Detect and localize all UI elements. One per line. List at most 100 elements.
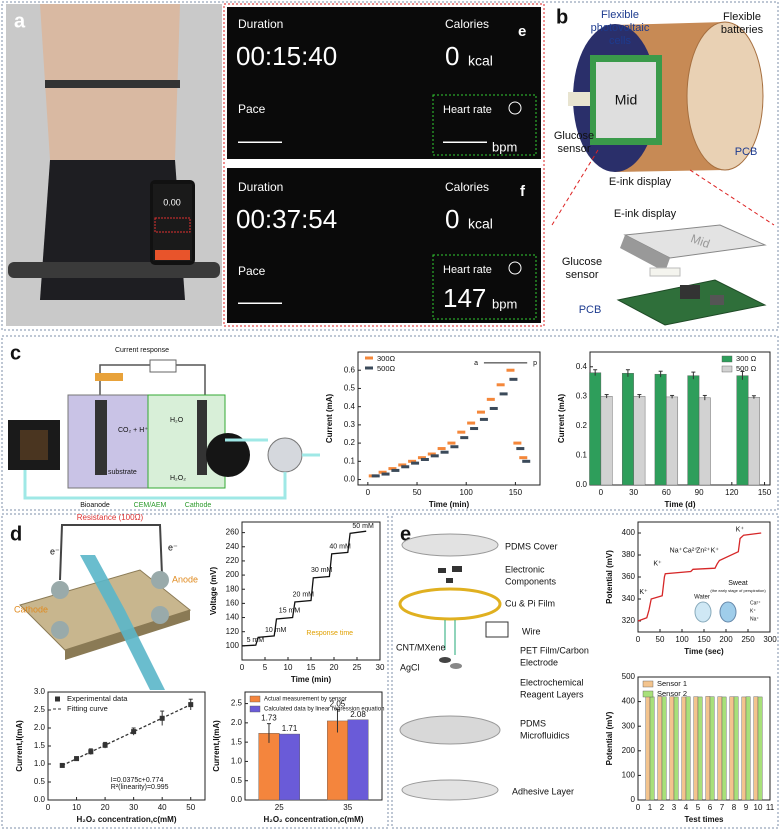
y-tick-label: 400 [622, 697, 636, 706]
y-tick-label: 200 [622, 746, 636, 755]
annotation: 30 mM [311, 567, 333, 574]
annotation: Na⁺ [670, 547, 683, 554]
panel-frames-part [1, 335, 779, 511]
plot-frame [637, 676, 771, 801]
x-tick-label: 0 [240, 663, 245, 672]
device-diagram-part [551, 149, 599, 226]
annotation: 50 mM [352, 523, 374, 530]
annotation: Anode [172, 574, 198, 584]
point [420, 457, 429, 461]
bar [745, 696, 751, 801]
device-diagram: b Mid Flexible photovoltaic cells Flexib… [551, 6, 775, 326]
annotation: e⁻ [168, 542, 178, 552]
point [437, 447, 446, 451]
legend-label: Sensor 1 [657, 679, 687, 688]
point [479, 417, 488, 421]
x-axis-label: H₂O₂ concentration,c(mM) [263, 815, 363, 824]
x-tick-label: 9 [744, 803, 749, 812]
device-diagram-part [686, 21, 764, 171]
y-tick-label: 400 [622, 528, 636, 537]
y-tick-label: 300 [622, 721, 636, 730]
x-tick-label: 4 [684, 803, 689, 812]
y-tick-label: 3.0 [34, 687, 46, 696]
bar [753, 696, 759, 801]
legend-label: 500Ω [377, 364, 396, 373]
x-tick-label: 250 [741, 635, 755, 644]
line [61, 704, 192, 767]
patch-layers-part [401, 779, 499, 801]
patch-layers-part [446, 578, 453, 583]
sensor-device-diagram-part [59, 524, 163, 581]
sensor-device-diagram-part [151, 571, 169, 589]
y-tick-label: 0.0 [34, 795, 46, 804]
point [489, 406, 498, 410]
layer-label: Reagent Layers [520, 689, 584, 699]
screens-part [432, 94, 537, 156]
annotation: PCB [579, 304, 602, 316]
unit: bpm [492, 139, 517, 154]
y-tick-label: 0.4 [344, 402, 356, 411]
x-tick-label: 200 [719, 635, 733, 644]
point [447, 441, 456, 445]
annotation: sensor [565, 269, 598, 281]
unit: kcal [468, 216, 493, 232]
duration: 00:37:54 [236, 204, 337, 234]
annotation: I=0.0375c+0.774 [111, 777, 164, 784]
x-tick-label: 30 [129, 803, 138, 812]
annotation: Zn²⁺ [696, 547, 711, 554]
annotation: cells [609, 35, 632, 47]
annotation: H₂O [170, 417, 184, 424]
screens-part [227, 7, 541, 159]
bar [697, 696, 703, 801]
bar [649, 696, 655, 801]
x-tick-label: 8 [732, 803, 737, 812]
y-tick-label: 0.5 [344, 384, 356, 393]
label: Duration [238, 180, 283, 194]
panel-label: d [10, 523, 22, 545]
legend-label: Calculated data by linear regression equ… [264, 707, 384, 713]
layer-label: AgCl [400, 662, 420, 672]
layer-label: PET Film/Carbon [520, 645, 589, 655]
point [519, 456, 528, 460]
bar [687, 375, 700, 486]
annotation: Bioanode [80, 502, 110, 509]
fuel-cell-diagram-part [23, 438, 320, 500]
point [408, 459, 417, 463]
y-tick-label: 380 [622, 550, 636, 559]
bar [709, 696, 715, 801]
bar [698, 397, 711, 486]
x-tick-label: 100 [675, 635, 689, 644]
y-tick-label: 0.0 [231, 795, 243, 804]
bar [347, 719, 369, 801]
screens-part [223, 3, 545, 327]
point [388, 467, 397, 471]
fuel-cell-diagram-part [149, 359, 177, 373]
x-tick-label: 35 [343, 803, 352, 812]
x-tick-label: 11 [766, 803, 775, 812]
layer-label: PDMS [520, 718, 546, 728]
y-tick-label: 160 [226, 598, 240, 607]
layer-label: CNT/MXene [396, 642, 446, 652]
patch-layers-part [452, 566, 462, 572]
y-tick-label: 340 [622, 594, 636, 603]
label: Calories [445, 180, 489, 194]
point [417, 456, 426, 460]
y-tick-label: 1.0 [231, 757, 243, 766]
annotation: K⁺ [711, 547, 720, 554]
annotation: R²(linearity)=0.995 [111, 784, 169, 791]
sweat-inset: Sweat (the early stage of perspiration) … [694, 580, 766, 623]
y-axis-label: Current (mA) [557, 394, 566, 444]
y-tick-label: 260 [226, 528, 240, 537]
annotation: Glucose [554, 130, 594, 142]
phone-reading: 0.00 [163, 197, 181, 207]
layer-label: Adhesive Layer [512, 786, 574, 796]
point [496, 383, 505, 387]
panel-label: c [10, 342, 21, 364]
device-diagram-part [623, 224, 767, 259]
annotation: K⁺ [653, 561, 662, 568]
annotation: PCB [735, 146, 758, 158]
bar [721, 696, 727, 801]
bar [661, 696, 667, 801]
layer-label: Electrode [520, 657, 558, 667]
